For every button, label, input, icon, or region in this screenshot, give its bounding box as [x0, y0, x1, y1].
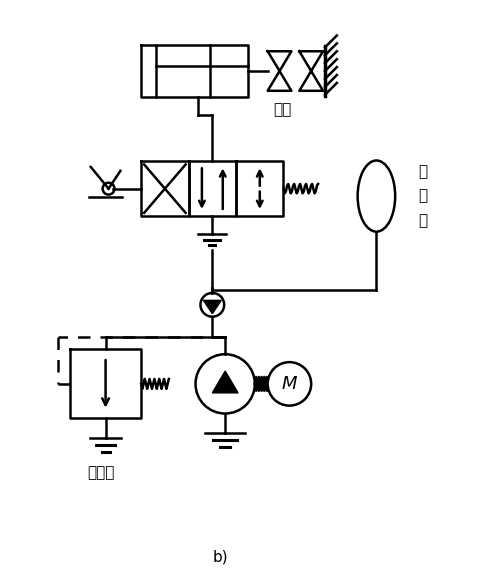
- Text: 蓄
能
器: 蓄 能 器: [417, 164, 426, 228]
- Text: 虎鉗: 虎鉗: [273, 103, 291, 118]
- Text: 卸荷阀: 卸荷阀: [87, 465, 114, 480]
- Polygon shape: [212, 371, 238, 393]
- Text: M: M: [281, 375, 297, 393]
- Text: b): b): [212, 550, 228, 564]
- Polygon shape: [203, 300, 221, 314]
